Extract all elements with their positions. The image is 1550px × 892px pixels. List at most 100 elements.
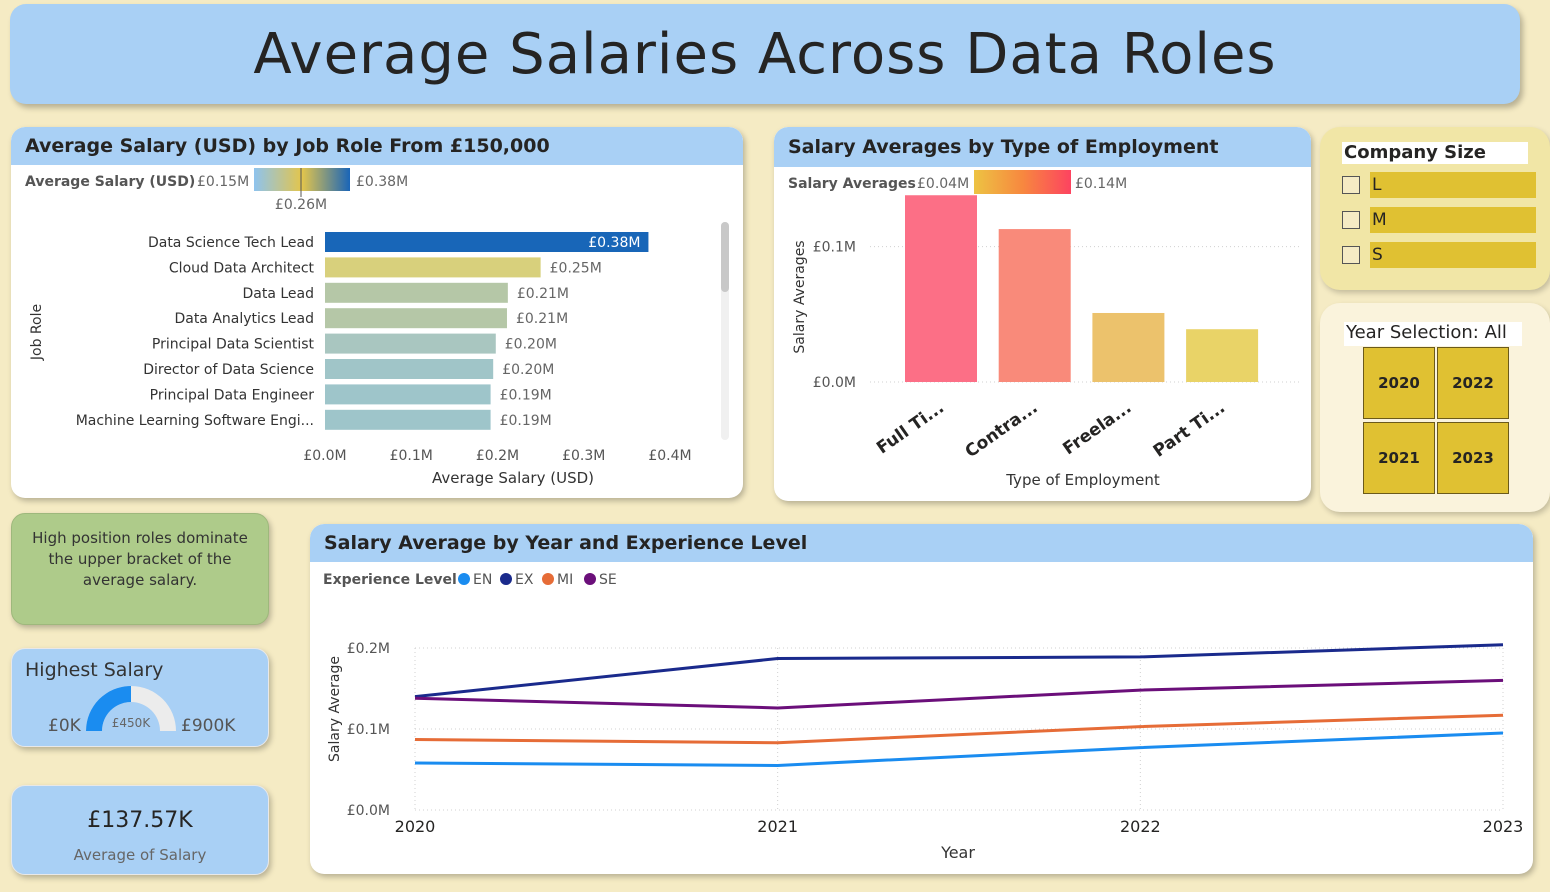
year-button-2023[interactable]: 2023 — [1437, 422, 1509, 494]
jr-bar[interactable] — [325, 232, 649, 252]
company-size-slicer: Company Size L M S — [1320, 127, 1550, 290]
emp-legend-max: £0.14M — [1075, 176, 1127, 192]
exp-series-line-ex[interactable] — [414, 643, 1504, 699]
job-role-chart-title: Average Salary (USD) by Job Role From £1… — [11, 127, 743, 165]
experience-chart-card: Salary Average by Year and Experience Le… — [310, 524, 1533, 874]
gauge-min-label: £0K — [48, 716, 82, 736]
jr-x-tick-label: £0.4M — [648, 448, 691, 464]
jr-category-label: Principal Data Scientist — [152, 337, 315, 353]
exp-y-axis-title: Salary Average — [327, 656, 343, 762]
exp-legend-label: SE — [599, 572, 617, 588]
insight-note: High position roles dominate the upper b… — [11, 513, 269, 625]
jr-scrollbar-thumb[interactable] — [721, 222, 729, 292]
emp-category-label: Part Ti... — [1150, 398, 1229, 462]
jr-data-label: £0.19M — [500, 387, 552, 403]
emp-legend-gradient — [974, 170, 1071, 194]
gauge-fill — [86, 686, 131, 731]
emp-legend-min: £0.04M — [917, 176, 969, 192]
year-button-2021[interactable]: 2021 — [1363, 422, 1435, 494]
employment-chart-title: Salary Averages by Type of Employment — [774, 127, 1311, 167]
emp-y-axis-title: Salary Averages — [792, 240, 808, 353]
jr-x-axis-title: Average Salary (USD) — [432, 469, 594, 487]
jr-x-tick-label: £0.0M — [303, 448, 346, 464]
jr-bar[interactable] — [325, 409, 491, 430]
exp-legend-label: MI — [557, 572, 573, 588]
jr-category-label: Machine Learning Software Engi... — [76, 413, 314, 429]
checkbox[interactable] — [1342, 246, 1360, 264]
jr-x-tick-label: £0.2M — [476, 448, 519, 464]
jr-legend-max: £0.38M — [356, 174, 408, 190]
emp-category-label: Freela... — [1059, 398, 1135, 459]
exp-series-line-en[interactable] — [414, 731, 1504, 767]
year-button-2020[interactable]: 2020 — [1363, 347, 1435, 419]
legend-marker-icon — [500, 573, 512, 585]
year-selection-title: Year Selection: All — [1344, 322, 1522, 346]
emp-bar[interactable] — [905, 195, 977, 382]
jr-bar[interactable] — [325, 257, 541, 278]
page-title: Average Salaries Across Data Roles — [10, 4, 1520, 104]
jr-data-label: £0.19M — [500, 413, 552, 429]
legend-marker-icon — [458, 573, 470, 585]
exp-x-tick-label: 2021 — [757, 817, 798, 836]
exp-series-line-mi[interactable] — [414, 713, 1504, 745]
emp-y-tick-label: £0.0M — [813, 375, 856, 391]
jr-legend-gradient — [254, 168, 350, 191]
exp-legend-label: EN — [473, 572, 492, 588]
year-selection-slicer: Year Selection: All 2020 2022 2021 2023 — [1320, 303, 1550, 512]
exp-x-tick-label: 2020 — [395, 817, 436, 836]
jr-data-label: £0.20M — [505, 337, 557, 353]
emp-category-label: Contra... — [962, 398, 1042, 462]
highest-salary-gauge[interactable]: £0K £450K £900K — [12, 649, 270, 748]
kpi-value: £137.57K — [87, 808, 193, 833]
employment-bar-chart[interactable]: Salary Averages £0.04M £0.14M £0.0M £0.1M… — [774, 127, 1311, 501]
jr-bar[interactable] — [325, 333, 496, 354]
checkbox[interactable] — [1342, 211, 1360, 229]
jr-bar[interactable] — [325, 308, 507, 329]
job-role-bar-chart[interactable]: Average Salary (USD) £0.15M £0.38M £0.26… — [11, 127, 743, 498]
average-salary-kpi: £137.57K Average of Salary — [11, 785, 269, 875]
jr-data-label: £0.21M — [517, 286, 569, 302]
jr-bar[interactable] — [325, 359, 494, 379]
kpi-label: Average of Salary — [73, 846, 207, 864]
jr-bar[interactable] — [325, 384, 491, 405]
exp-x-tick-label: 2023 — [1483, 817, 1524, 836]
exp-legend-title: Experience Level — [323, 572, 457, 588]
jr-category-label: Director of Data Science — [143, 362, 314, 378]
jr-category-label: Data Lead — [242, 286, 314, 302]
option-label: S — [1370, 242, 1536, 268]
exp-y-tick-label: £0.1M — [347, 722, 390, 738]
jr-category-label: Cloud Data Architect — [169, 260, 315, 276]
jr-bar[interactable] — [325, 282, 508, 303]
exp-x-tick-label: 2022 — [1120, 817, 1161, 836]
jr-x-tick-label: £0.1M — [390, 448, 433, 464]
jr-data-label: £0.21M — [516, 311, 568, 327]
employment-chart-card: Salary Averages by Type of Employment Sa… — [774, 127, 1311, 501]
gauge-value-label: £450K — [112, 716, 152, 730]
legend-marker-icon — [542, 573, 554, 585]
emp-bar[interactable] — [998, 229, 1071, 382]
jr-legend-title: Average Salary (USD) — [25, 174, 195, 190]
company-size-option-l[interactable]: L — [1342, 172, 1536, 198]
job-role-chart-card: Average Salary (USD) by Job Role From £1… — [11, 127, 743, 498]
company-size-option-s[interactable]: S — [1342, 242, 1536, 268]
experience-line-chart[interactable]: Experience Level EN EX MI SE £0.0M £0.1M £0.2… — [310, 524, 1533, 874]
emp-bar[interactable] — [1186, 329, 1259, 382]
company-size-title: Company Size — [1342, 142, 1528, 164]
highest-salary-card: Highest Salary £0K £450K £900K — [11, 648, 269, 747]
exp-series-line-se[interactable] — [414, 678, 1504, 710]
exp-y-tick-label: £0.2M — [347, 641, 390, 657]
year-button-2022[interactable]: 2022 — [1437, 347, 1509, 419]
checkbox[interactable] — [1342, 176, 1360, 194]
jr-category-label: Data Analytics Lead — [174, 311, 314, 327]
emp-bar[interactable] — [1092, 312, 1165, 382]
jr-x-tick-label: £0.3M — [562, 448, 605, 464]
company-size-option-m[interactable]: M — [1342, 207, 1536, 233]
jr-data-label: £0.25M — [550, 260, 602, 276]
jr-legend-mid: £0.26M — [275, 197, 327, 213]
jr-y-axis-title: Job Role — [29, 304, 45, 361]
jr-data-label: £0.38M — [588, 235, 640, 251]
insight-note-text: High position roles dominate the upper b… — [32, 529, 248, 589]
exp-legend-label: EX — [515, 572, 534, 588]
jr-category-label: Data Science Tech Lead — [148, 235, 314, 251]
legend-marker-icon — [584, 573, 596, 585]
